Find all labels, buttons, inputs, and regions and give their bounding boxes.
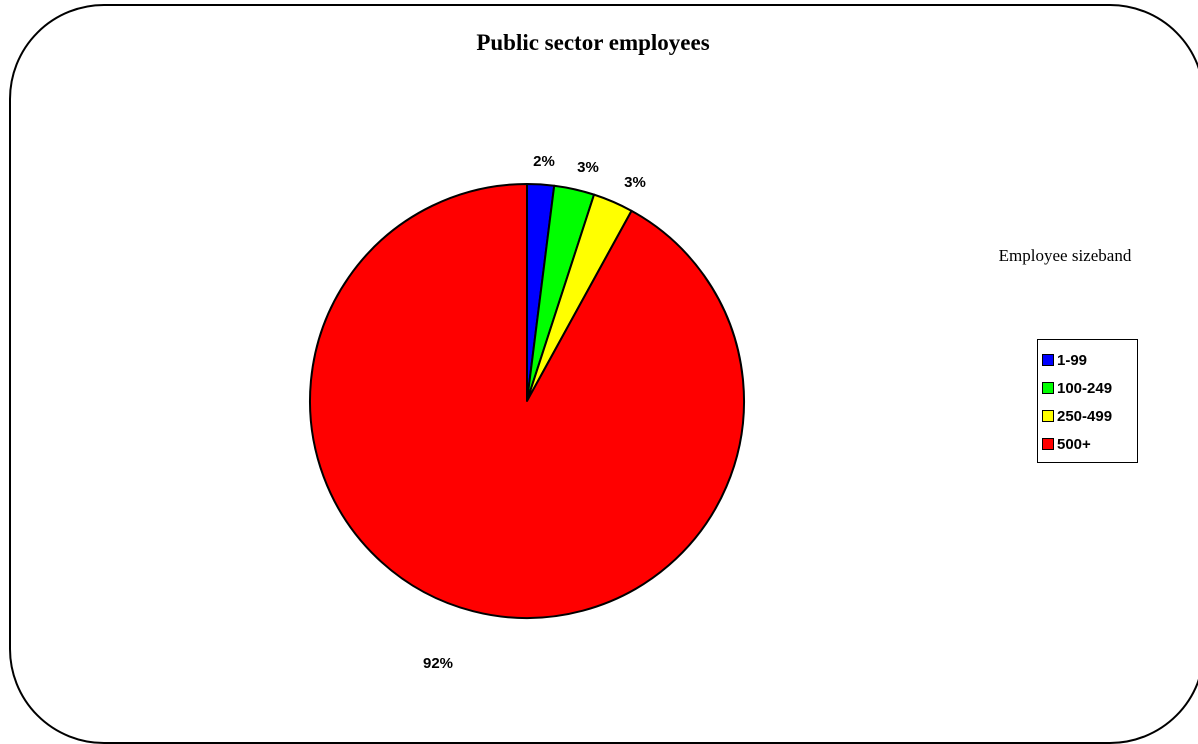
- pie-chart: 2% 3% 3% 92%: [309, 153, 746, 672]
- legend: 1-99 100-249 250-499 500+: [1037, 339, 1138, 463]
- legend-swatch-250-499: [1042, 410, 1054, 422]
- legend-title: Employee sizeband: [998, 246, 1132, 265]
- pie-slices: [309, 183, 746, 619]
- legend-item-250-499: 250-499: [1038, 402, 1137, 430]
- legend-label-100-249: 100-249: [1057, 379, 1113, 397]
- pie-slice-label-1-99: 2%: [533, 153, 555, 170]
- legend-item-500-plus: 500+: [1038, 430, 1137, 458]
- legend-swatch-100-249: [1042, 382, 1054, 394]
- legend-label-1-99: 1-99: [1057, 351, 1088, 369]
- pie-slice-label-100-249: 3%: [577, 159, 599, 176]
- pie-slice-labels: 2% 3% 3% 92%: [423, 153, 646, 672]
- legend-label-250-499: 250-499: [1057, 407, 1113, 425]
- legend-item-100-249: 100-249: [1038, 374, 1137, 402]
- legend-item-1-99: 1-99: [1038, 346, 1137, 374]
- pie-slice-label-250-499: 3%: [624, 174, 646, 191]
- pie-slice-500-plus: [309, 183, 746, 619]
- chart-title: Public sector employees: [476, 30, 710, 55]
- legend-swatch-1-99: [1042, 354, 1054, 366]
- legend-label-500-plus: 500+: [1057, 435, 1091, 453]
- legend-swatch-500-plus: [1042, 438, 1054, 450]
- pie-slice-label-500-plus: 92%: [423, 655, 453, 672]
